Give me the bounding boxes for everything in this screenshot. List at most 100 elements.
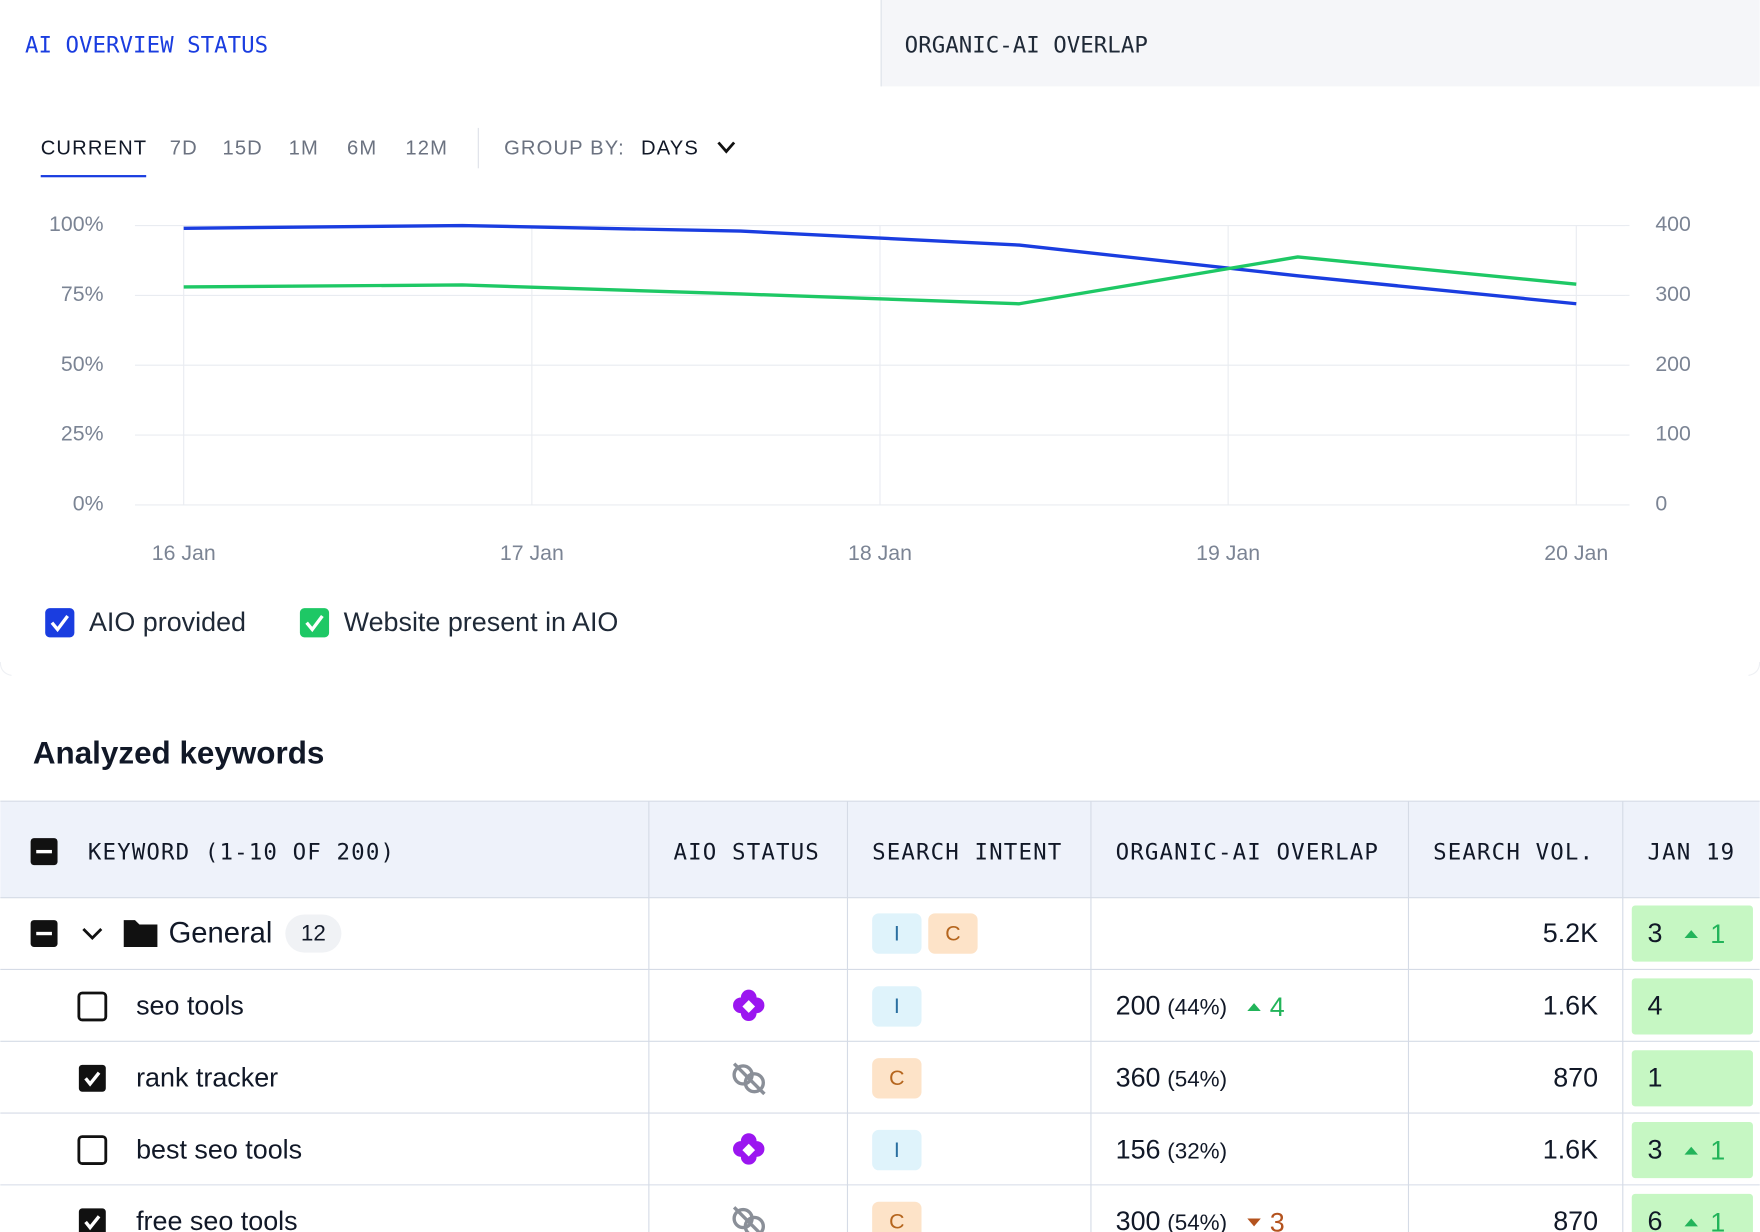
rank-value: 1	[1647, 1063, 1662, 1093]
range-filter[interactable]: 7D	[170, 138, 198, 160]
group-count: 12	[301, 921, 326, 946]
checkbox[interactable]	[78, 1208, 106, 1232]
x-tick-label: 18 Jan	[848, 541, 912, 565]
column-header: ORGANIC-AI OVERLAP	[1116, 839, 1379, 865]
x-tick-label: 17 Jan	[500, 541, 564, 565]
x-tick-label: 20 Jan	[1544, 541, 1608, 565]
overlap-change: 4	[1270, 992, 1285, 1022]
range-filter[interactable]: CURRENT	[41, 138, 148, 160]
y2-tick-label: 100	[1655, 422, 1691, 446]
count-badge	[285, 914, 342, 953]
series-line	[183, 255, 1577, 306]
legend-label: Website present in AIO	[344, 607, 619, 637]
legend-label: AIO provided	[89, 607, 246, 637]
search-volume: 5.2K	[1543, 918, 1598, 948]
rank-value: 3	[1647, 918, 1662, 948]
overlap-percent: (44%)	[1167, 995, 1227, 1020]
tab-inactive-bg[interactable]	[881, 0, 1760, 87]
rank-change: 1	[1710, 1207, 1725, 1232]
checkmark	[84, 1071, 101, 1087]
range-filter[interactable]: 15D	[222, 138, 262, 160]
search-volume: 1.6K	[1543, 1134, 1598, 1164]
y-tick-label: 25%	[61, 422, 104, 446]
keyword[interactable]: best seo tools	[136, 1134, 302, 1164]
intent-label: C	[889, 1210, 904, 1232]
search-volume: 870	[1553, 1063, 1598, 1093]
tab-label[interactable]: AI OVERVIEW STATUS	[25, 33, 268, 59]
intent-label: I	[894, 921, 900, 945]
tab-label[interactable]: ORGANIC-AI OVERLAP	[905, 33, 1148, 59]
intent-badge	[872, 1129, 922, 1171]
aio-absent-icon	[743, 1072, 765, 1094]
intent-badge	[872, 1201, 922, 1232]
keyword[interactable]: seo tools	[136, 991, 244, 1021]
x-tick-label: 16 Jan	[152, 541, 216, 565]
legend-checkbox[interactable]	[299, 608, 330, 638]
series-line	[183, 223, 1577, 306]
column-header: AIO STATUS	[674, 839, 820, 865]
aio-absent-icon	[743, 1215, 765, 1232]
legend-check	[50, 614, 69, 633]
intent-label: C	[889, 1066, 904, 1090]
checkmark	[84, 1215, 101, 1231]
search-volume: 870	[1553, 1206, 1598, 1232]
aio-absent-slash	[732, 1206, 762, 1232]
aio-icon-center	[742, 1000, 756, 1013]
search-volume: 1.6K	[1543, 991, 1598, 1021]
keyword[interactable]: free seo tools	[136, 1206, 298, 1232]
expand-chevron[interactable]	[82, 928, 103, 941]
change-arrow	[1684, 1218, 1698, 1227]
range-filter[interactable]: 6M	[347, 138, 377, 160]
column-header: SEARCH INTENT	[872, 839, 1062, 865]
section-title: Analyzed keywords	[33, 735, 325, 770]
table-header-bg	[0, 801, 1760, 898]
overlap-percent: (54%)	[1167, 1210, 1227, 1232]
overlap-value: 156	[1116, 1134, 1161, 1164]
intent-label: I	[894, 994, 900, 1018]
y2-tick-label: 0	[1655, 492, 1667, 516]
legend-checkbox[interactable]	[45, 608, 75, 638]
group-by-label: GROUP BY:	[504, 138, 625, 160]
column-header: KEYWORD (1-10 OF 200)	[88, 839, 395, 865]
y-tick-label: 0%	[73, 492, 104, 516]
rank-value: 3	[1647, 1134, 1662, 1164]
group-by-value[interactable]: DAYS	[641, 138, 699, 160]
rank-change: 1	[1710, 1135, 1725, 1165]
range-filter[interactable]: 12M	[405, 138, 448, 160]
column-header: SEARCH VOL.	[1433, 839, 1594, 865]
checkbox[interactable]	[78, 1064, 106, 1092]
rank-cell	[1631, 978, 1753, 1035]
overlap-change: 3	[1270, 1207, 1285, 1232]
rank-value: 4	[1647, 991, 1662, 1021]
checkbox[interactable]	[77, 991, 108, 1022]
group-name: General	[169, 917, 273, 949]
aio-icon-center	[742, 1143, 756, 1157]
rank-value: 6	[1647, 1206, 1662, 1232]
dropdown-chevron[interactable]	[717, 141, 736, 154]
overlap-value: 300	[1116, 1206, 1161, 1232]
x-tick-label: 19 Jan	[1196, 541, 1260, 565]
column-header: JAN 19	[1647, 839, 1735, 865]
change-arrow	[1247, 1003, 1261, 1011]
checkbox[interactable]	[77, 1135, 108, 1165]
active-underline	[40, 175, 147, 178]
intent-badge	[872, 1058, 922, 1099]
overlap-value: 360	[1116, 1063, 1161, 1093]
change-arrow	[1684, 1146, 1698, 1155]
rank-cell	[1631, 1193, 1753, 1232]
intent-badge	[872, 986, 922, 1027]
change-arrow	[1684, 930, 1698, 939]
range-filter[interactable]: 1M	[289, 138, 319, 160]
overlap-percent: (54%)	[1167, 1066, 1227, 1091]
intent-label: I	[894, 1138, 900, 1162]
legend-check	[305, 614, 324, 633]
y-tick-label: 100%	[49, 212, 104, 236]
keyword[interactable]: rank tracker	[136, 1063, 278, 1093]
change-arrow	[1247, 1218, 1261, 1227]
y-tick-label: 50%	[61, 352, 104, 376]
y-tick-label: 75%	[61, 282, 104, 306]
folder-icon	[123, 920, 158, 948]
rank-change: 1	[1710, 919, 1725, 949]
